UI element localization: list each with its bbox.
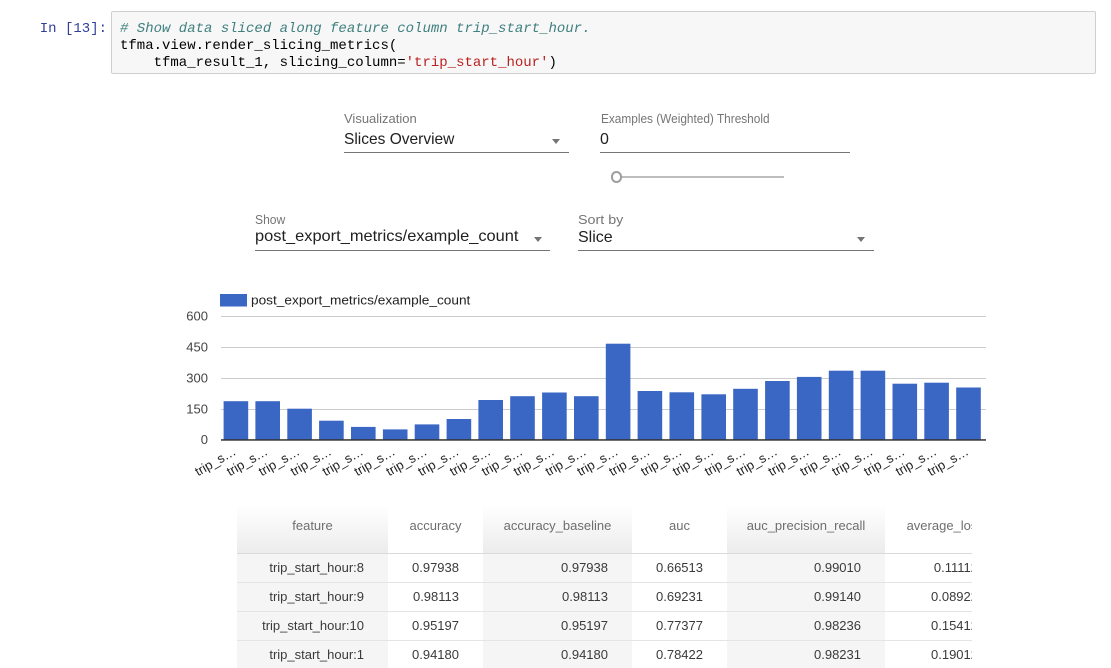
svg-text:450: 450 — [186, 340, 208, 355]
svg-text:300: 300 — [186, 371, 208, 386]
svg-text:600: 600 — [186, 309, 208, 324]
svg-text:0: 0 — [201, 432, 208, 447]
svg-text:150: 150 — [186, 402, 208, 417]
svg-text:post_export_metrics/example_co: post_export_metrics/example_count — [251, 293, 471, 308]
